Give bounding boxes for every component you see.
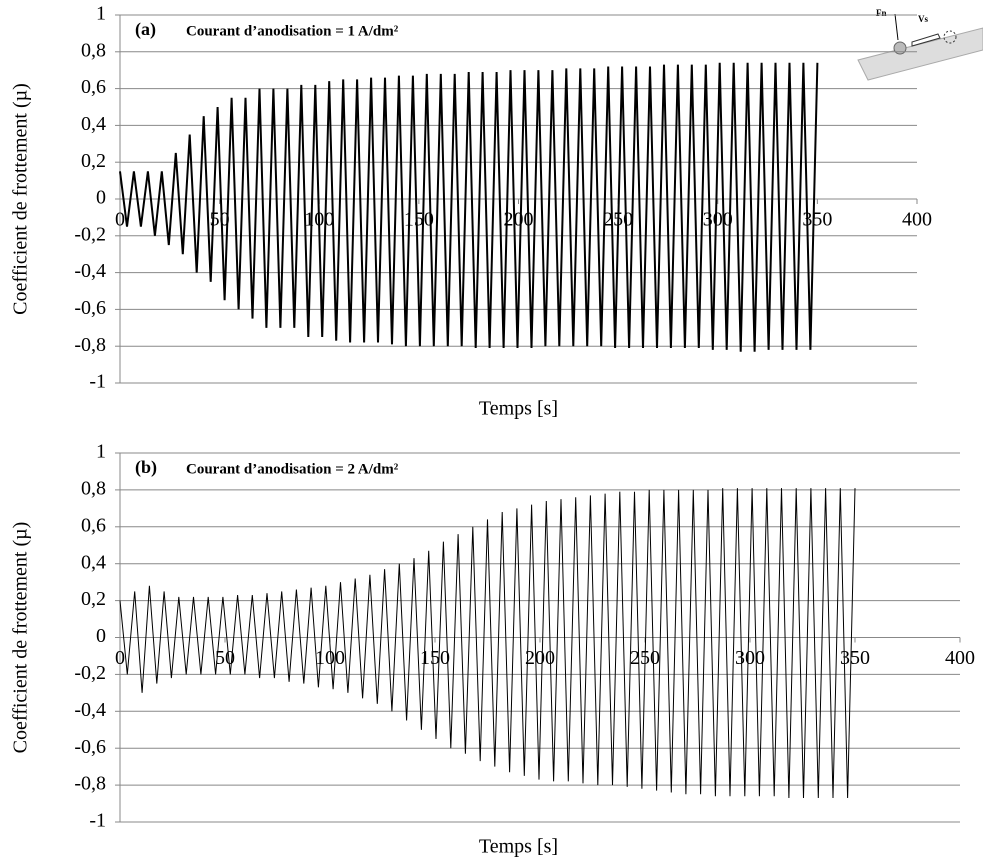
x-tick-label: 350 — [802, 209, 832, 231]
y-tick-label: -0,2 — [74, 223, 106, 245]
x-tick-label: 0 — [115, 647, 125, 669]
y-tick-label: -0,2 — [74, 662, 106, 684]
y-tick-label: 0,6 — [81, 76, 106, 98]
x-tick-label: 100 — [315, 647, 345, 669]
y-tick-label: 0,4 — [81, 113, 106, 135]
x-tick-label: 0 — [115, 209, 125, 231]
y-tick-label: 0 — [96, 187, 106, 209]
inset-sketch: Fn Vs — [857, 8, 983, 81]
inset-pin-end — [943, 30, 957, 44]
y-tick-label: -0,6 — [74, 297, 106, 319]
x-tick-label: 350 — [840, 647, 870, 669]
y-tick-label: -1 — [89, 810, 106, 832]
y-tick-label: -0,4 — [74, 260, 106, 282]
panel-label: (b) — [135, 457, 157, 478]
subplot: -1-0,8-0,6-0,4-0,200,20,40,60,810 50 100 15… — [10, 3, 932, 420]
y-tick-label: 1 — [96, 3, 106, 25]
y-axis-title: Coefficient de frottement (µ) — [10, 83, 32, 315]
inset-pin — [893, 41, 907, 55]
x-axis-title: Temps [s] — [479, 836, 558, 858]
y-tick-label: 0,4 — [81, 551, 106, 573]
inset-arrow-vs — [911, 33, 941, 47]
x-tick-label: 150 — [420, 647, 450, 669]
inset-arrow-fn — [894, 13, 899, 41]
panel-label: (a) — [135, 19, 156, 40]
x-tick-label: 300 — [735, 647, 765, 669]
series-line — [119, 62, 819, 352]
y-axis-title: Coefficient de frottement (µ) — [10, 522, 32, 754]
x-tick-label: 400 — [945, 647, 975, 669]
panel-title: Courant d’anodisation = 2 A/dm² — [186, 461, 399, 477]
y-tick-label: 0,8 — [81, 39, 106, 61]
inset-vs: Vs — [918, 14, 928, 24]
series-line — [119, 488, 856, 799]
panel-title: Courant d’anodisation = 1 A/dm² — [186, 23, 399, 39]
x-tick-label: 150 — [404, 209, 434, 231]
y-tick-label: 0 — [96, 625, 106, 647]
x-tick-label: 400 — [902, 209, 932, 231]
inset-fn: Fn — [876, 8, 887, 18]
y-tick-label: -0,6 — [74, 736, 106, 758]
inset-plate — [857, 27, 983, 81]
y-tick-label: 1 — [96, 441, 106, 463]
x-tick-label: 50 — [215, 647, 235, 669]
y-tick-label: -1 — [89, 371, 106, 393]
y-tick-label: 0,6 — [81, 514, 106, 536]
y-tick-label: -0,8 — [74, 773, 106, 795]
x-axis-title: Temps [s] — [479, 398, 558, 420]
y-tick-label: -0,4 — [74, 699, 106, 721]
y-tick-label: 0,2 — [81, 150, 106, 172]
x-tick-label: 50 — [210, 209, 230, 231]
x-tick-label: 200 — [504, 209, 534, 231]
y-tick-label: 0,2 — [81, 588, 106, 610]
subplot: -1 -0,8 -0,6 -0,4 -0,2 0 0,2 0,4 0,6 0,8 1 0 50 100 15… — [10, 441, 975, 858]
x-tick-label: 300 — [703, 209, 733, 231]
x-tick-label: 200 — [525, 647, 555, 669]
y-tick-label: 0,8 — [81, 477, 106, 499]
y-tick-label: -0,8 — [74, 334, 106, 356]
